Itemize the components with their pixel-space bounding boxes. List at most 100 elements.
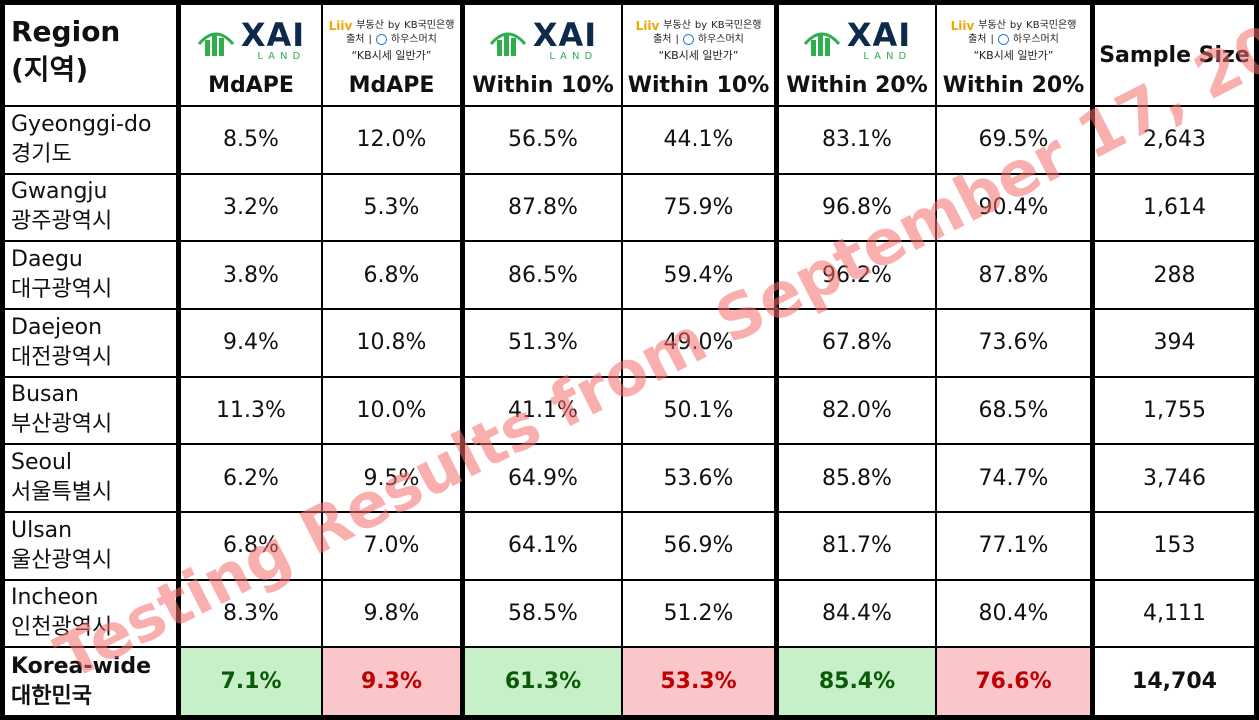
header-xai-within20: XAI LAND Within 20% [778,4,936,106]
value-cell: 6.2% [180,444,322,512]
total-kb-mdape: 9.3% [322,647,464,716]
sample-size-cell: 288 [1094,241,1255,309]
kb-by-text: by [1009,19,1023,31]
value-cell: 11.3% [180,376,322,445]
value-cell: 68.5% [936,376,1094,445]
xai-building-icon [197,32,234,56]
housemuch-icon [997,34,1009,45]
value-cell: 6.8% [180,511,322,580]
results-table: Region (지역) XAI LAND MdAPE Liiv 부동산 by KB국민은… [4,4,1255,716]
value-cell: 7.0% [322,511,464,580]
value-cell: 58.5% [464,579,622,648]
value-cell: 74.7% [936,444,1094,512]
region-cell: Gyeonggi-do 경기도 [4,106,180,174]
total-kb-within20: 76.6% [936,647,1094,716]
value-cell: 75.9% [622,173,778,242]
sample-size-cell: 3,746 [1094,444,1255,512]
total-xai-within10: 61.3% [464,647,622,716]
kb-bank-text: KB국민은행 [711,19,762,31]
kb-busan-text: 부동산 [356,19,384,31]
column-label: Within 10% [627,72,770,98]
header-kb-mdape: Liiv 부동산 by KB국민은행 출처 | 하우스머치 “KB시세 일반가” MdAP… [322,4,464,106]
value-cell: 5.3% [322,173,464,242]
region-name-en: Busan [11,382,79,408]
region-header: Region (지역) [4,4,180,106]
kb-busan-text: 부동산 [663,19,691,31]
column-label: Within 20% [786,72,928,98]
value-cell: 44.1% [622,106,778,174]
xai-logo-text: XAI [532,15,598,54]
value-cell: 41.1% [464,376,622,445]
header-kb-within20: Liiv 부동산 by KB국민은행 출처 | 하우스머치 “KB시세 일반가” With… [936,4,1094,106]
housemuch-text: 하우스머치 [697,33,744,45]
value-cell: 51.2% [622,579,778,648]
kb-bank-text: KB국민은행 [404,19,455,31]
xai-building-icon [489,32,526,56]
value-cell: 90.4% [936,173,1094,242]
total-row: Korea-wide 대한민국 7.1% 9.3% 61.3% 53.3% 85… [4,647,1255,716]
header-xai-mdape: XAI LAND MdAPE [180,4,322,106]
liiv-text: Liiv [328,18,353,33]
value-cell: 86.5% [464,241,622,309]
kb-quote-text: “KB시세 일반가” [658,48,739,62]
value-cell: 59.4% [622,241,778,309]
kb-by-text: by [694,19,708,31]
table-row: Ulsan 울산광역시 6.8% 7.0% 64.1% 56.9% 81.7% 77.1% 15… [4,511,1255,580]
table-body: Gyeonggi-do 경기도 8.5% 12.0% 56.5% 44.1% 83.1% 69… [4,106,1255,648]
kb-liiv-logo: Liiv 부동산 by KB국민은행 출처 | 하우스머치 “KB시세 일반가” [635,18,762,62]
column-label: MdAPE [208,72,294,98]
value-cell: 84.4% [778,579,936,648]
column-label: MdAPE [348,72,435,98]
region-cell: Ulsan 울산광역시 [4,511,180,580]
xai-logo-sub: LAND [549,50,598,62]
region-name-en: Daegu [11,247,83,273]
value-cell: 67.8% [778,308,936,377]
region-name-en: Incheon [11,585,99,611]
header-xai-within10: XAI LAND Within 10% [464,4,622,106]
region-cell: Korea-wide 대한민국 [4,647,180,716]
value-cell: 56.5% [464,106,622,174]
value-cell: 81.7% [778,511,936,580]
header-row: Region (지역) XAI LAND MdAPE Liiv 부동산 by KB국민은… [4,4,1255,106]
kb-busan-text: 부동산 [978,19,1006,31]
region-name-en: Daejeon [11,314,103,340]
liiv-text: Liiv [635,18,660,33]
header-kb-within10: Liiv 부동산 by KB국민은행 출처 | 하우스머치 “KB시세 일반가” With… [622,4,778,106]
housemuch-icon [375,34,387,45]
region-name-ko: 광주광역시 [11,209,113,235]
value-cell: 9.4% [180,308,322,377]
value-cell: 69.5% [936,106,1094,174]
xai-logo-sub: LAND [257,50,306,62]
region-name-en: Ulsan [11,517,73,543]
region-name-ko: 대구광역시 [11,277,113,303]
value-cell: 10.0% [322,376,464,445]
region-name-ko: 대한민국 [11,683,92,709]
table-row: Busan 부산광역시 11.3% 10.0% 41.1% 50.1% 82.0% 68.5%… [4,376,1255,445]
xai-logo-text: XAI [846,15,912,54]
region-name-ko: 서울특별시 [11,480,113,506]
region-name-ko: 부산광역시 [11,412,113,438]
kb-source-text: 출처 [968,33,987,45]
region-header-en: Region [11,15,121,48]
kb-source-text: 출처 [346,33,365,45]
value-cell: 87.8% [464,173,622,242]
xai-land-logo: XAI LAND [489,19,597,63]
sample-size-cell: 394 [1094,308,1255,377]
value-cell: 73.6% [936,308,1094,377]
value-cell: 9.5% [322,444,464,512]
total-xai-within20: 85.4% [778,647,936,716]
value-cell: 3.8% [180,241,322,309]
region-name-ko: 경기도 [11,141,72,167]
kb-by-text: by [387,19,401,31]
table-row: Daejeon 대전광역시 9.4% 10.8% 51.3% 49.0% 67.8% 73.6… [4,308,1255,377]
total-xai-mdape: 7.1% [180,647,322,716]
table-row: Seoul 서울특별시 6.2% 9.5% 64.9% 53.6% 85.8% 74.7% 3,… [4,444,1255,512]
kb-bank-text: KB국민은행 [1026,19,1077,31]
sample-size-cell: 1,614 [1094,173,1255,242]
value-cell: 53.6% [622,444,778,512]
value-cell: 96.8% [778,173,936,242]
region-header-ko: (지역) [11,53,89,86]
value-cell: 56.9% [622,511,778,580]
table-row: Gwangju 광주광역시 3.2% 5.3% 87.8% 75.9% 96.8% 90.4%… [4,173,1255,242]
table-row: Incheon 인천광역시 8.3% 9.8% 58.5% 51.2% 84.4% 80.4%… [4,579,1255,648]
